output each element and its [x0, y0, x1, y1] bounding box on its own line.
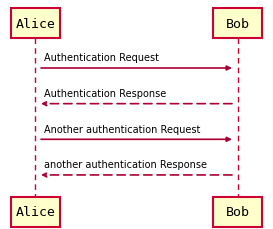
Text: Alice: Alice: [16, 205, 55, 218]
Text: Bob: Bob: [225, 205, 250, 218]
Bar: [11, 9, 60, 39]
Text: Authentication Request: Authentication Request: [44, 53, 159, 63]
Text: Bob: Bob: [225, 18, 250, 30]
Text: Alice: Alice: [16, 18, 55, 30]
Bar: [11, 197, 60, 227]
Text: Authentication Response: Authentication Response: [44, 89, 166, 98]
Text: Another authentication Request: Another authentication Request: [44, 124, 200, 134]
Bar: [213, 9, 262, 39]
Bar: [213, 197, 262, 227]
Text: another authentication Response: another authentication Response: [44, 160, 207, 169]
